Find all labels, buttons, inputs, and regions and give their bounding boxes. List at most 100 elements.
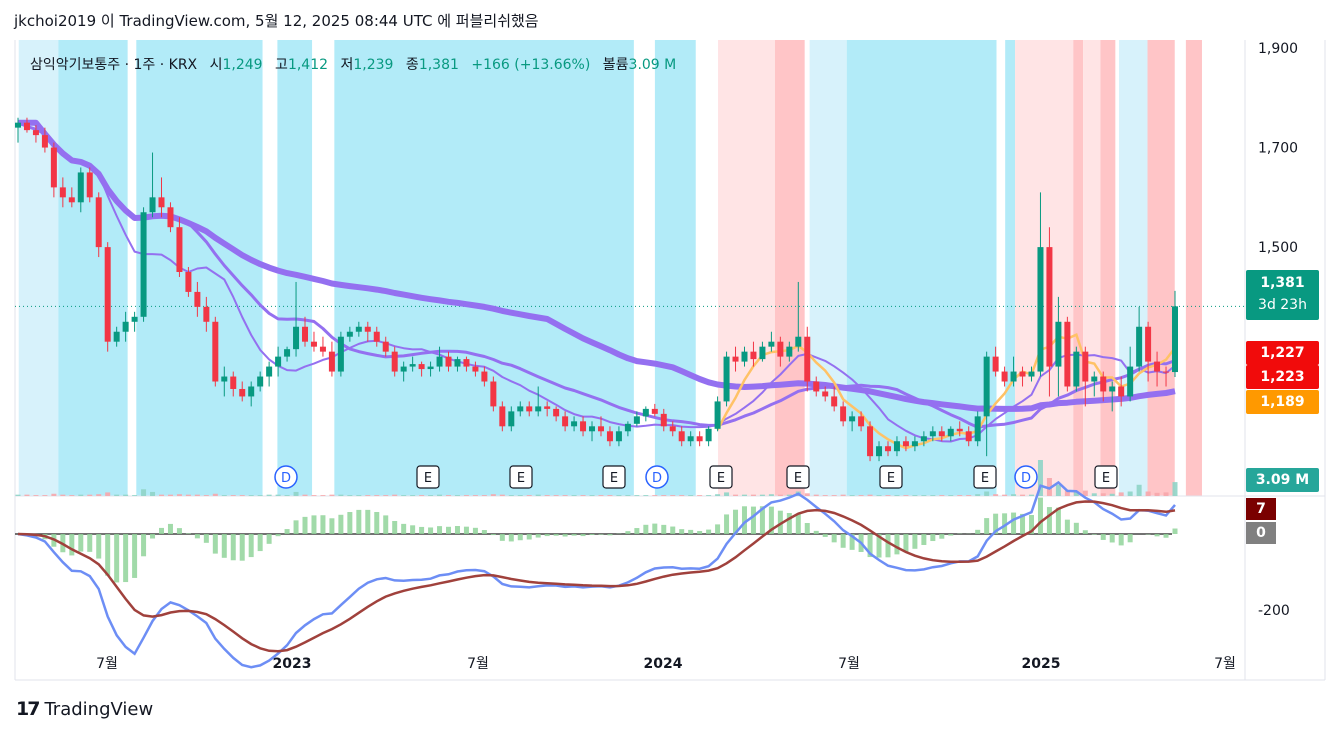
earnings-marker-icon	[709, 465, 733, 489]
candle-body	[481, 371, 488, 382]
volume-bar	[993, 494, 999, 496]
candle-body	[149, 197, 156, 213]
candle-body	[328, 351, 335, 372]
earnings-marker-label: E	[424, 471, 432, 486]
macd-histogram-bar	[580, 534, 586, 537]
volume-bar	[930, 495, 936, 496]
tradingview-logo-icon: 17	[16, 698, 40, 720]
bg-region-15	[1119, 40, 1148, 496]
volume-bar	[697, 495, 703, 496]
volume-bar	[957, 495, 963, 496]
candle-body	[687, 436, 694, 442]
candle-body	[319, 346, 326, 352]
volume-bar	[33, 495, 39, 496]
macd-histogram-bar	[849, 534, 855, 550]
macd-histogram-bar	[804, 523, 810, 534]
macd-histogram-bar	[454, 526, 460, 534]
volume-bar	[347, 495, 353, 496]
macd-histogram-bar	[347, 512, 353, 534]
y-tick-label: 1,700	[1258, 141, 1298, 157]
x-tick-label: 7월	[467, 656, 489, 672]
candle-body	[131, 316, 138, 322]
candle-body	[400, 366, 407, 372]
macd-histogram-bar	[670, 526, 676, 534]
change-value: +166 (+13.66%)	[471, 57, 591, 73]
candle-body	[840, 406, 847, 422]
volume-bar	[939, 495, 945, 496]
y-tick-label: 1,900	[1258, 41, 1298, 57]
macd-histogram-bar	[481, 530, 487, 534]
bg-region-0	[18, 40, 59, 496]
macd-histogram-bar	[885, 534, 891, 558]
volume-bar	[670, 495, 676, 496]
bg-region-4	[334, 40, 634, 496]
volume-bar	[652, 495, 658, 496]
macd-histogram-bar	[1109, 534, 1115, 543]
macd-histogram-bar	[365, 509, 371, 534]
x-tick-label: 2023	[273, 656, 312, 672]
macd-histogram-bar	[221, 534, 227, 558]
volume-bar	[365, 495, 371, 496]
volume-bar	[1172, 482, 1178, 496]
publish-header: jkchoi2019 이 TradingView.com, 5월 12, 202…	[14, 12, 539, 30]
candle-body	[284, 349, 291, 357]
volume-bar	[1136, 484, 1142, 496]
macd-histogram-bar	[293, 520, 299, 534]
volume-bar	[221, 495, 227, 496]
brand-footer[interactable]: 17 TradingView	[16, 698, 153, 720]
volume-bar	[526, 495, 532, 496]
volume-bar	[724, 492, 730, 496]
volume-bar	[185, 494, 191, 496]
volume-bar	[625, 495, 631, 496]
candle-body	[642, 408, 649, 417]
macd-histogram-bar	[419, 526, 425, 534]
macd-histogram-bar	[1020, 513, 1026, 534]
volume-bar	[867, 494, 873, 496]
macd-histogram-bar	[446, 526, 452, 534]
earnings-marker-icon	[1094, 465, 1118, 489]
macd-histogram-bar	[302, 516, 308, 534]
volume-bar	[1055, 484, 1061, 496]
high-label: 고	[275, 57, 288, 73]
macd-histogram-bar	[634, 528, 640, 534]
volume-bar	[1064, 490, 1070, 496]
earnings-marker-icon	[602, 465, 626, 489]
candle-body	[275, 356, 282, 367]
volume-bar	[759, 494, 765, 496]
signal-line	[17, 500, 1176, 653]
volume-bar	[87, 494, 93, 496]
volume-bar	[1100, 493, 1106, 496]
candle-body	[517, 406, 524, 412]
candle-body	[302, 326, 309, 342]
candle-body	[651, 408, 658, 414]
macd-histogram-bar	[167, 523, 173, 534]
macd-histogram-bar	[1091, 534, 1097, 535]
candle-body	[938, 431, 945, 437]
candle-body	[418, 364, 425, 370]
volume-bar	[966, 495, 972, 496]
volume-bar	[69, 495, 75, 496]
earnings-marker-icon	[879, 465, 903, 489]
volume-bar	[105, 492, 111, 496]
volume-bar	[356, 495, 362, 496]
candle-body	[822, 391, 829, 397]
ma1-tag: 1,227	[1246, 341, 1319, 365]
candle-body	[526, 406, 533, 412]
macd-histogram-bar	[257, 534, 263, 552]
bg-region-1	[58, 40, 128, 496]
candle-body	[41, 135, 48, 148]
candle-body	[23, 122, 30, 131]
candle-body	[1118, 386, 1125, 397]
candle-body	[813, 381, 820, 392]
candle-body	[858, 416, 865, 427]
dividend-marker-label: D	[1021, 471, 1031, 486]
volume-bar	[580, 495, 586, 496]
volume-bar	[912, 495, 918, 496]
volume-bar	[634, 495, 640, 496]
volume-bar	[831, 495, 837, 496]
volume-bar	[562, 495, 568, 496]
candle-body	[499, 406, 506, 427]
volume-bar	[60, 494, 66, 496]
macd-line	[17, 480, 1176, 669]
